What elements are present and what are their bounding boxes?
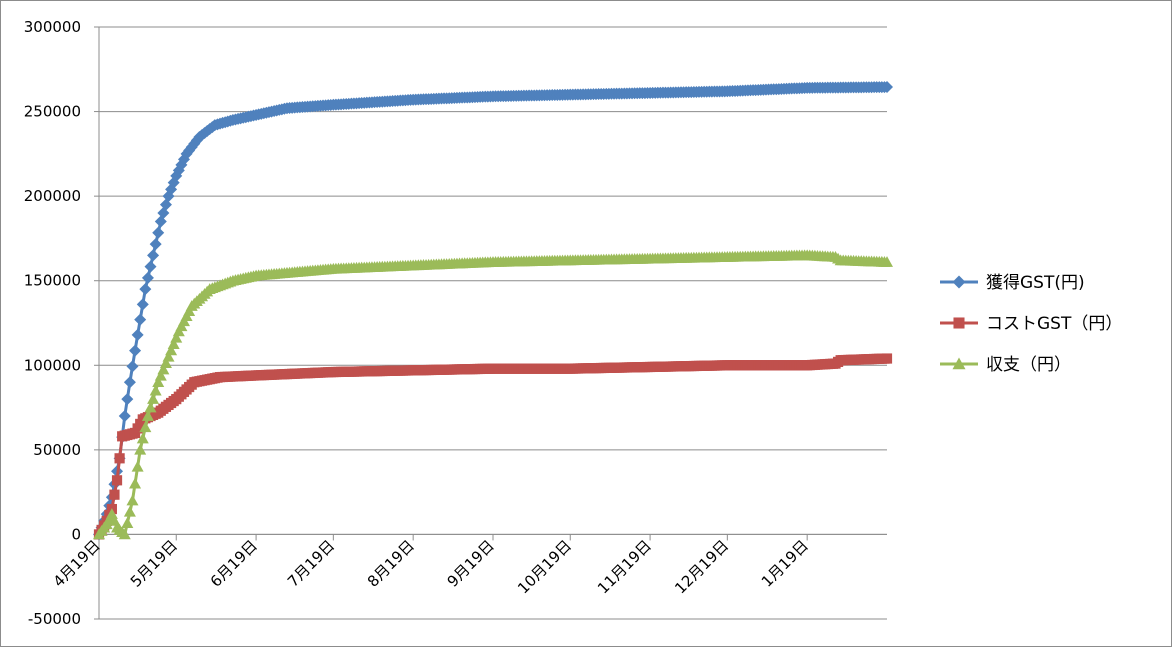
data-point [881, 81, 893, 94]
data-point [147, 393, 160, 404]
legend-label: コストGST（円） [986, 314, 1122, 334]
data-point [118, 410, 131, 423]
data-point [109, 489, 120, 500]
x-tick-label: 9月19日 [444, 537, 498, 591]
data-point [136, 432, 149, 444]
data-point [165, 344, 178, 356]
legend-entry: コストGST（円） [940, 314, 1122, 334]
series-line [97, 357, 888, 536]
data-point [149, 384, 162, 396]
x-axis: 4月19日 5月19日 6月19日 7月19日 8月19日 9月19日 10月19日 11月1… [50, 533, 887, 598]
series-group [93, 81, 893, 541]
legend-label: 収支（円） [986, 355, 1071, 375]
y-tick-label: 100000 [24, 356, 81, 374]
data-point [149, 238, 162, 251]
series-diamond [93, 81, 893, 541]
data-point [170, 331, 183, 343]
data-point [131, 460, 144, 472]
data-point [881, 256, 893, 267]
x-tick-label: 6月19日 [207, 537, 261, 591]
data-point [159, 357, 172, 368]
data-point [123, 376, 136, 389]
data-point [167, 338, 180, 349]
data-point [121, 517, 134, 528]
data-point [144, 401, 157, 413]
x-tick-label: 1月19日 [758, 537, 812, 591]
y-tick-label: 300000 [24, 18, 81, 36]
y-tick-label: -50000 [28, 610, 81, 628]
data-point [139, 283, 152, 296]
y-tick-label: 50000 [33, 441, 81, 459]
legend-marker [953, 317, 965, 329]
series-triangle [93, 249, 893, 540]
series-line [97, 253, 888, 538]
data-point [121, 393, 134, 406]
legend-label: 獲得GST(円) [986, 273, 1085, 293]
x-tick-label: 7月19日 [284, 537, 338, 591]
data-point [114, 453, 125, 464]
legend-entry: 獲得GST(円) [940, 273, 1085, 293]
data-point [154, 369, 167, 381]
data-point [152, 226, 165, 239]
legend-marker [952, 357, 966, 370]
data-point [147, 249, 160, 262]
data-point [881, 353, 893, 364]
data-point [129, 344, 142, 357]
data-point [157, 363, 170, 375]
legend-entry: 収支（円） [940, 355, 1071, 375]
data-point [118, 528, 131, 540]
y-tick-label: 200000 [24, 187, 81, 205]
data-point [131, 328, 144, 341]
legend-marker [952, 275, 966, 289]
data-point [141, 410, 154, 421]
data-point [141, 271, 154, 284]
data-point [123, 505, 136, 517]
x-tick-label: 10月19日 [514, 537, 575, 598]
series-line [97, 85, 888, 535]
x-tick-label: 5月19日 [127, 537, 181, 591]
legend: 獲得GST(円) コストGST（円） 収支（円） [940, 273, 1122, 375]
data-point [162, 350, 175, 362]
data-point [111, 475, 123, 486]
y-tick-label: 250000 [24, 103, 81, 121]
y-tick-label: 0 [71, 525, 81, 543]
grid [99, 26, 887, 620]
x-tick-label: 4月19日 [50, 537, 104, 591]
data-point [129, 477, 142, 489]
x-tick-label: 8月19日 [364, 537, 418, 591]
data-point [144, 260, 157, 273]
x-tick-label: 11月19日 [594, 537, 655, 598]
x-tick-label: 12月19日 [671, 537, 732, 598]
data-point [134, 443, 147, 455]
data-point [139, 421, 152, 433]
y-tick-label: 150000 [24, 272, 81, 290]
data-point [136, 298, 149, 311]
data-point [126, 360, 139, 373]
y-axis: -50000 0 50000 100000 150000 200000 250000 3000… [24, 18, 100, 628]
data-point [126, 494, 139, 506]
data-point [134, 313, 147, 326]
series-square [93, 353, 893, 540]
data-point [152, 376, 165, 387]
